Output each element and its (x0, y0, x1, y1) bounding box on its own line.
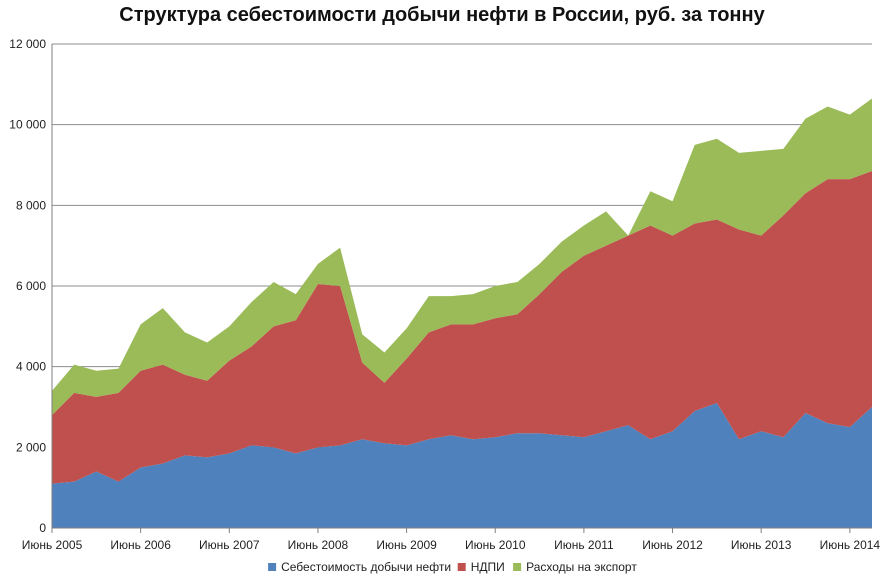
y-tick-label: 8 000 (16, 198, 46, 212)
x-tick-label: Июнь 2006 (110, 538, 171, 552)
x-tick-label: Июнь 2005 (22, 538, 83, 552)
y-tick-label: 2 000 (16, 440, 46, 454)
x-tick-label: Июнь 2012 (642, 538, 703, 552)
area-series-2 (52, 171, 872, 484)
legend-swatch-3 (513, 563, 522, 571)
area-series-1 (52, 402, 872, 528)
legend: Себестоимость добычи нефти НДПИ Расходы на… (268, 560, 637, 574)
x-tick-label: Июнь 2007 (199, 538, 260, 552)
legend-swatch-2 (457, 563, 466, 571)
area-series-3 (52, 98, 872, 416)
legend-swatch-1 (268, 563, 277, 571)
x-tick-label: Июнь 2013 (731, 538, 792, 552)
axes: 0 2 000 4 000 6 000 8 000 10 000 12 000 Июнь 20… (9, 37, 880, 552)
chart-title: Структура себестоимости добычи нефти в Р… (119, 4, 765, 26)
x-tick-label: Июнь 2010 (465, 538, 526, 552)
x-tick-label: Июнь 2011 (554, 538, 614, 552)
y-tick-label: 0 (39, 521, 46, 535)
legend-label-1: Себестоимость добычи нефти (281, 560, 451, 574)
y-tick-label: 12 000 (9, 37, 46, 51)
x-tick-label: Июнь 2009 (376, 538, 437, 552)
legend-label-3: Расходы на экспорт (526, 560, 637, 574)
x-tick-label: Июнь 2014 (820, 538, 881, 552)
area-series (52, 98, 872, 528)
x-tick-label: Июнь 2008 (288, 538, 349, 552)
y-tick-label: 6 000 (16, 279, 46, 293)
y-tick-label: 4 000 (16, 360, 46, 374)
y-tick-label: 10 000 (9, 118, 46, 132)
legend-label-2: НДПИ (471, 560, 505, 574)
